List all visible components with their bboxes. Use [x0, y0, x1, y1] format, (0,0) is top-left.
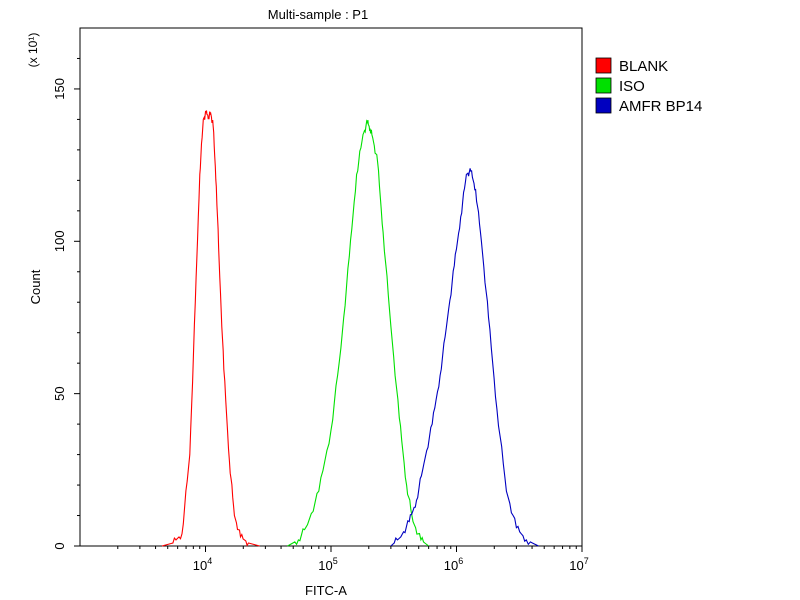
y-tick-label: 50 — [52, 386, 67, 400]
y-axis-multiplier: (x 10¹) — [26, 33, 40, 68]
x-axis-label: FITC-A — [305, 583, 347, 598]
legend-label: AMFR BP14 — [619, 98, 702, 115]
series-line-iso — [287, 119, 430, 547]
legend-swatch — [595, 97, 612, 114]
plot-frame — [79, 27, 583, 547]
x-tick-label: 107 — [569, 556, 588, 573]
series-layer — [161, 110, 539, 547]
y-axis-label: Count — [28, 269, 43, 304]
legend-label: ISO — [619, 78, 645, 95]
legend-label: BLANK — [619, 58, 668, 75]
x-tick-label: 106 — [444, 556, 463, 573]
x-tick-label: 104 — [193, 556, 212, 573]
x-axis-ticks: 104 105 106 107 — [117, 546, 589, 573]
legend-swatch — [595, 57, 612, 74]
series-line-amfr-bp14 — [390, 168, 539, 547]
legend: BLANK ISO AMFR BP14 — [595, 57, 702, 115]
y-tick-label: 100 — [52, 230, 67, 252]
legend-swatch — [595, 77, 612, 94]
x-tick-label: 105 — [318, 556, 337, 573]
series-line-blank — [161, 110, 260, 547]
y-axis-ticks: 0 50 100 150 — [52, 57, 80, 550]
y-tick-label: 0 — [52, 542, 67, 549]
chart-title: Multi-sample : P1 — [268, 7, 368, 22]
y-tick-label: 150 — [52, 78, 67, 100]
